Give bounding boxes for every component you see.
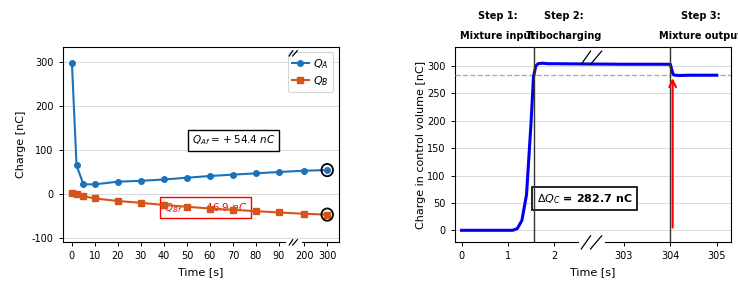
$Q_B$ [159,203,168,207]
$Q_A$ [79,182,88,186]
$Q_B$ [182,205,191,208]
Text: Step 1:: Step 1: [478,11,517,21]
$Q_A$ [300,169,308,173]
$Q_A$ [182,176,191,180]
Y-axis label: Charge [nC]: Charge [nC] [16,111,27,178]
$Q_B$ [275,211,283,214]
$Q_B$ [67,191,76,195]
Text: $Q_{Af}=+54.4\ nC$: $Q_{Af}=+54.4\ nC$ [192,133,275,147]
$Q_A$ [91,182,100,186]
$Q_B$ [252,209,261,213]
Text: Step 2:: Step 2: [544,11,584,21]
Line: $Q_B$: $Q_B$ [69,190,330,218]
$Q_A$ [252,172,261,175]
$Q_A$ [137,179,145,182]
Text: $Q_{Bf}=-46.9\ nC$: $Q_{Bf}=-46.9\ nC$ [164,201,248,215]
$Q_B$ [229,208,238,212]
$Q_B$ [205,207,214,210]
Y-axis label: Charge in control volume [nC]: Charge in control volume [nC] [415,60,426,229]
$Q_B$ [323,213,331,216]
Text: Mixture input: Mixture input [461,31,535,41]
$Q_B$ [114,199,123,203]
$Q_A$ [205,174,214,178]
X-axis label: Time [s]: Time [s] [570,267,615,277]
Text: $\Delta Q_C$ = 282.7 nC: $\Delta Q_C$ = 282.7 nC [537,192,632,206]
Text: Mixture output: Mixture output [659,31,738,41]
$Q_B$ [91,197,100,200]
Text: Step 3:: Step 3: [680,11,720,21]
$Q_A$ [323,168,331,172]
$Q_B$ [72,192,81,196]
$Q_B$ [300,212,308,215]
Line: $Q_A$: $Q_A$ [69,60,330,187]
$Q_A$ [159,178,168,181]
$Q_A$ [229,173,238,176]
Legend: $Q_A$, $Q_B$: $Q_A$, $Q_B$ [288,52,333,92]
$Q_B$ [137,201,145,204]
$Q_B$ [79,194,88,198]
X-axis label: Time [s]: Time [s] [178,267,224,277]
$Q_A$ [275,170,283,174]
$Q_A$ [67,61,76,65]
$Q_A$ [114,180,123,183]
$Q_A$ [72,164,81,167]
Text: Tribocharging: Tribocharging [525,31,601,41]
